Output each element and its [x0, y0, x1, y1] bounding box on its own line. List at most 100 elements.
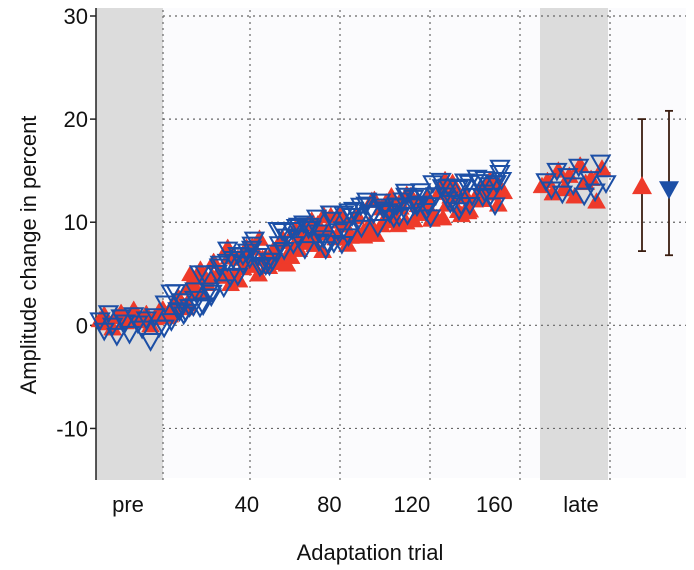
data-point-adaptation [213, 279, 235, 299]
y-axis-title: Amplitude change in percent [16, 116, 41, 395]
data-point-adaptation [312, 230, 335, 250]
data-point-adaptation [337, 228, 360, 248]
data-point-pre [144, 308, 166, 328]
data-point-late [587, 192, 606, 209]
data-point-late [573, 187, 595, 207]
data-point-adaptation [488, 195, 508, 212]
axes [90, 8, 97, 480]
data-point-adaptation [341, 208, 363, 227]
data-point-adaptation [433, 208, 453, 226]
data-point-pre [139, 333, 162, 352]
shaded-region-pre [96, 8, 163, 480]
data-point-late [562, 177, 584, 197]
y-tick-label: 10 [64, 210, 88, 235]
data-point-adaptation [453, 173, 476, 193]
data-point-adaptation [430, 172, 452, 192]
data-point-pre [127, 315, 149, 335]
data-point-adaptation [216, 253, 239, 273]
data-point-adaptation [208, 258, 231, 278]
data-point-adaptation [200, 288, 223, 308]
data-point-adaptation [153, 319, 175, 339]
data-point-adaptation [288, 230, 310, 249]
x-tick-label: 120 [394, 492, 431, 517]
data-point-adaptation [192, 297, 214, 317]
grid-lines [162, 10, 686, 480]
data-point-adaptation [182, 298, 205, 318]
shaded-regions [96, 8, 608, 480]
data-point-adaptation [413, 187, 436, 207]
data-point-late [584, 183, 606, 203]
data-point-adaptation [490, 172, 513, 191]
data-point-adaptation [198, 282, 221, 302]
data-point-adaptation [216, 241, 239, 261]
x-tick-label: 40 [235, 492, 259, 517]
data-point-adaptation [243, 231, 266, 251]
data-point-pre [101, 317, 124, 337]
data-point-adaptation [417, 197, 439, 216]
data-point-adaptation [201, 284, 223, 304]
x-axis-title: Adaptation trial [297, 540, 444, 565]
data-point-adaptation [271, 223, 293, 242]
data-point-adaptation [273, 241, 295, 261]
x-category-label-pre: pre [112, 492, 144, 517]
data-point-late [589, 154, 612, 174]
data-point-adaptation [305, 209, 328, 229]
data-point-adaptation [355, 192, 378, 212]
data-point-adaptation [319, 205, 341, 225]
data-point-adaptation [420, 209, 442, 229]
data-point-adaptation [160, 313, 183, 332]
data-point-adaptation [362, 205, 385, 225]
data-point-adaptation [459, 196, 481, 216]
data-point-adaptation [307, 224, 330, 244]
data-point-adaptation [292, 215, 315, 235]
y-tick-label: 20 [64, 107, 88, 132]
data-point-late [551, 185, 574, 205]
data-point-adaptation [193, 265, 216, 285]
data-point-late [595, 175, 617, 195]
y-tick-label: -10 [56, 416, 88, 441]
data-point-adaptation [222, 250, 244, 270]
summary-mean-marker [632, 176, 652, 195]
data-point-pre [118, 325, 141, 345]
data-point-pre [110, 309, 132, 329]
data-point-adaptation [358, 204, 380, 224]
data-point-adaptation [165, 284, 187, 303]
x-category-label-late: late [563, 492, 598, 517]
data-point-adaptation [484, 197, 506, 217]
data-point-adaptation [396, 207, 419, 226]
y-tick-label: 30 [64, 4, 88, 29]
data-point-adaptation [332, 205, 355, 225]
data-point-adaptation [350, 219, 373, 239]
data-point-pre [106, 327, 128, 347]
data-point-adaptation [184, 282, 206, 302]
data-point-adaptation [315, 241, 337, 261]
data-point-adaptation [189, 299, 211, 319]
x-tick-label: 80 [317, 492, 341, 517]
data-point-pre [114, 314, 137, 334]
y-tick-label: 0 [76, 313, 88, 338]
tick-labels: -10 0 10 20 30 40 80 120 160 pre late [56, 4, 599, 517]
data-point-adaptation [174, 303, 197, 323]
data-point-pre [97, 305, 120, 324]
data-point-late [557, 168, 579, 187]
data-point-adaptation [232, 247, 254, 267]
summary-mean-marker [659, 181, 679, 200]
shaded-region-late [540, 8, 608, 480]
data-point-adaptation [367, 219, 389, 238]
data-point-adaptation [394, 183, 417, 203]
data-point-adaptation [300, 220, 323, 240]
data-points [89, 154, 617, 352]
data-point-adaptation [268, 236, 291, 255]
data-point-adaptation [479, 187, 502, 207]
data-point-adaptation [321, 211, 343, 231]
data-point-late [578, 171, 601, 190]
data-point-adaptation [323, 234, 345, 254]
data-point-adaptation [294, 241, 316, 260]
data-point-adaptation [227, 267, 249, 287]
data-point-late [568, 158, 590, 178]
summary-error-bars [632, 109, 679, 257]
x-tick-label: 160 [476, 492, 513, 517]
data-point-adaptation [267, 221, 289, 241]
data-point-adaptation [489, 159, 511, 179]
